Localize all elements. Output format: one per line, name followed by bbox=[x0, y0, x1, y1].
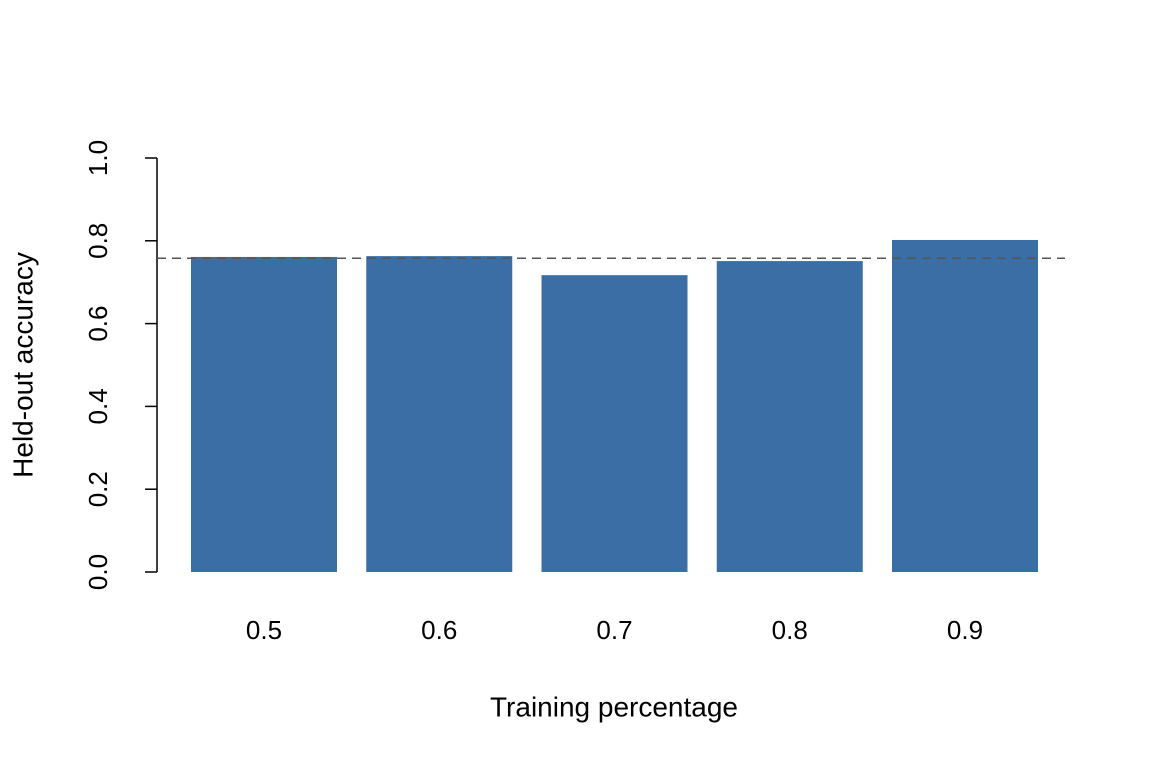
x-tick-label: 0.7 bbox=[596, 615, 632, 645]
y-tick-label: 0.2 bbox=[83, 471, 113, 507]
x-tick-label: 0.6 bbox=[421, 615, 457, 645]
bar bbox=[541, 275, 688, 572]
bar bbox=[191, 256, 337, 572]
y-tick-label: 0.8 bbox=[83, 223, 113, 259]
x-tick-label: 0.9 bbox=[947, 615, 983, 645]
y-tick-label: 0.4 bbox=[83, 388, 113, 424]
x-axis-title: Training percentage bbox=[490, 691, 738, 722]
y-axis-title: Held-out accuracy bbox=[7, 252, 38, 478]
y-tick-label: 0.0 bbox=[83, 554, 113, 590]
y-tick-label: 1.0 bbox=[83, 140, 113, 176]
bar bbox=[716, 261, 863, 572]
x-tick-label: 0.5 bbox=[246, 615, 282, 645]
bar bbox=[892, 239, 1038, 573]
x-tick-label: 0.8 bbox=[772, 615, 808, 645]
y-tick-label: 0.6 bbox=[83, 306, 113, 342]
bar bbox=[366, 256, 513, 572]
